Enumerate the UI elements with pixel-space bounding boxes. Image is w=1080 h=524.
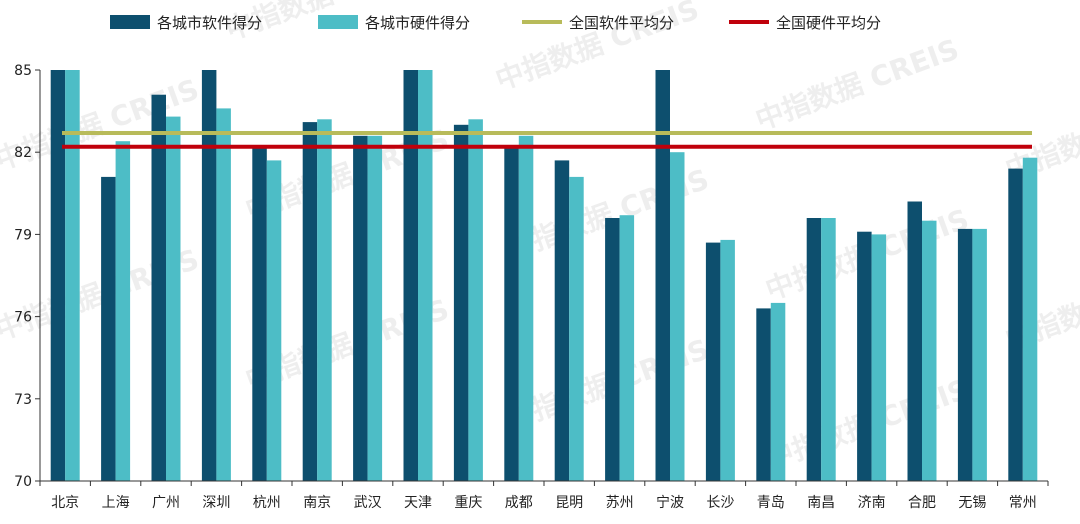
bar-software-score <box>50 70 66 481</box>
bar-hardware-score <box>670 152 685 481</box>
x-tick-label: 常州 <box>1009 495 1037 511</box>
bar-hardware-score <box>367 135 383 482</box>
bar-software-score <box>756 308 771 481</box>
bar-hardware-score <box>266 160 282 481</box>
x-tick-label: 重庆 <box>454 495 482 511</box>
bar-hardware-score <box>317 119 332 482</box>
y-tick-label: 73 <box>14 392 32 408</box>
x-tick-label: 合肥 <box>908 495 936 511</box>
x-tick-label: 昆明 <box>555 495 583 511</box>
x-tick-label: 北京 <box>51 495 79 511</box>
x-tick-label: 苏州 <box>606 495 634 511</box>
legend-item-hardware-score: 各城市硬件得分 <box>318 14 470 32</box>
y-tick-label: 85 <box>14 63 32 79</box>
x-tick-label: 南昌 <box>807 495 835 511</box>
y-tick-label: 79 <box>14 227 32 243</box>
bar-software-score <box>605 218 620 481</box>
bar-hardware-score <box>468 119 483 482</box>
x-tick-label: 南京 <box>303 495 331 511</box>
x-tick-label: 成都 <box>505 495 533 511</box>
legend-swatch <box>318 15 358 29</box>
x-tick-label: 广州 <box>152 495 180 511</box>
bar-software-score <box>403 70 418 481</box>
bar-software-score <box>907 201 922 481</box>
bar-software-score <box>655 70 670 481</box>
x-tick-label: 无锡 <box>958 495 986 511</box>
bar-hardware-score <box>720 239 735 481</box>
bar-software-score <box>302 122 318 481</box>
legend-item-national-hardware-avg: 全国硬件平均分 <box>729 14 881 32</box>
x-tick-label: 杭州 <box>253 495 281 511</box>
bar-hardware-score <box>115 141 131 481</box>
bar-hardware-score <box>871 234 887 481</box>
y-tick-label: 70 <box>14 474 32 490</box>
y-tick-label: 76 <box>14 310 32 326</box>
legend-label: 各城市软件得分 <box>157 14 262 32</box>
legend-label: 各城市硬件得分 <box>365 14 470 32</box>
bar-software-score <box>857 231 872 481</box>
bar-software-score <box>252 146 267 481</box>
bar-hardware-score <box>518 135 534 482</box>
bar-hardware-score <box>166 116 181 481</box>
bar-software-score <box>101 176 116 481</box>
bar-hardware-score <box>569 176 584 481</box>
bar-hardware-score <box>821 218 836 481</box>
bar-software-score <box>201 70 217 481</box>
bar-software-score <box>705 242 721 481</box>
axes: 70 73 76 79 82 85 北京 上海 广州 深圳 杭州 南京 武汉 天津 重庆 成都 昆明 苏州 宁波 长沙… <box>14 63 1049 511</box>
legend-item-software-score: 各城市软件得分 <box>110 14 262 32</box>
y-tick-label: 82 <box>14 145 32 161</box>
bar-hardware-score <box>922 220 937 481</box>
x-tick-label: 长沙 <box>706 495 734 511</box>
bar-hardware-score <box>216 108 231 482</box>
x-tick-label: 武汉 <box>354 495 382 511</box>
x-tick-label: 深圳 <box>202 495 230 511</box>
bar-software-score <box>957 228 973 481</box>
bar-hardware-score <box>619 215 635 481</box>
bar-software-score <box>353 135 368 482</box>
legend: 各城市软件得分 各城市硬件得分 全国软件平均分 全国硬件平均分 <box>110 14 881 32</box>
bar-hardware-score <box>972 228 987 481</box>
x-tick-label: 青岛 <box>757 495 785 511</box>
bar-series <box>50 70 1038 482</box>
bar-software-score <box>504 146 519 481</box>
legend-swatch <box>110 15 150 29</box>
legend-label: 全国软件平均分 <box>569 14 674 32</box>
x-tick-label: 宁波 <box>656 494 684 511</box>
x-tick-label: 上海 <box>102 495 130 511</box>
bar-hardware-score <box>418 70 433 481</box>
x-tick-label: 天津 <box>404 495 432 511</box>
legend-item-national-software-avg: 全国软件平均分 <box>522 14 674 32</box>
bar-software-score <box>554 160 570 481</box>
bar-software-score <box>151 94 166 481</box>
x-tick-label: 济南 <box>858 495 886 511</box>
legend-label: 全国硬件平均分 <box>776 14 881 32</box>
bar-hardware-score <box>65 70 80 481</box>
bar-hardware-score <box>770 302 786 481</box>
watermark-text: 中指数据 CREIS <box>751 33 963 137</box>
bar-software-score <box>453 124 469 482</box>
bar-software-score <box>806 218 822 481</box>
bar-hardware-score <box>1022 157 1038 481</box>
reference-lines <box>62 131 1032 149</box>
bar-software-score <box>1008 168 1023 481</box>
